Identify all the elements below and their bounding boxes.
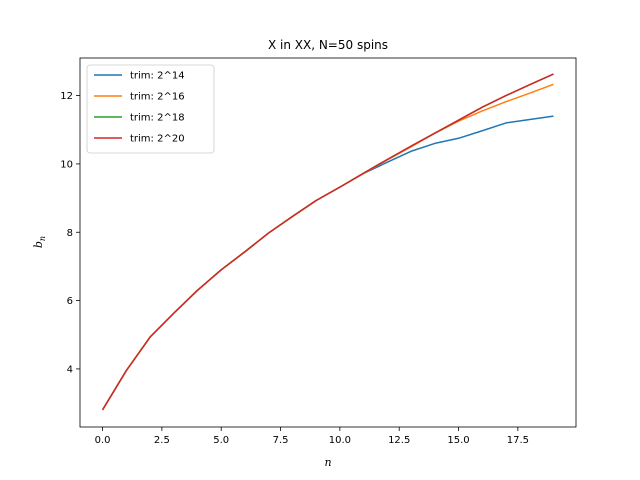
x-tick-label: 15.0 xyxy=(447,435,469,446)
legend-label-1: trim: 2^14 xyxy=(130,71,185,82)
x-tick-label: 0.0 xyxy=(95,435,111,446)
y-axis: 4 6 8 10 12 xyxy=(60,91,80,375)
y-tick-label: 12 xyxy=(60,91,73,102)
y-axis-label-sub: n xyxy=(38,236,47,241)
x-tick-label: 2.5 xyxy=(154,435,170,446)
legend-label-2: trim: 2^16 xyxy=(130,92,185,103)
legend-box xyxy=(86,64,215,154)
chart-title: X in XX, N=50 spins xyxy=(268,38,388,52)
y-tick-label: 4 xyxy=(67,364,73,375)
x-axis-label: n xyxy=(324,456,331,469)
legend-label-4: trim: 2^20 xyxy=(130,134,185,145)
y-axis-label: bn xyxy=(32,236,47,248)
series-line-1 xyxy=(101,115,554,411)
x-tick-label: 5.0 xyxy=(213,435,229,446)
x-axis: 0.0 2.5 5.0 7.5 10.0 12.5 15.0 17.5 xyxy=(95,427,529,446)
legend-label-3: trim: 2^18 xyxy=(130,113,185,124)
x-tick-label: 17.5 xyxy=(507,435,529,446)
x-tick-label: 12.5 xyxy=(388,435,410,446)
legend: trim: 2^14 trim: 2^16 trim: 2^18 trim: 2^20 xyxy=(86,64,215,154)
plot-frame xyxy=(79,57,577,428)
y-tick-label: 6 xyxy=(67,296,73,307)
series-layer xyxy=(101,73,554,411)
y-tick-label: 10 xyxy=(60,159,73,170)
y-axis-label-main: b xyxy=(32,241,45,248)
x-tick-label: 7.5 xyxy=(273,435,289,446)
series-line-4 xyxy=(101,73,554,411)
y-tick-label: 8 xyxy=(67,228,73,239)
x-tick-label: 10.0 xyxy=(329,435,351,446)
